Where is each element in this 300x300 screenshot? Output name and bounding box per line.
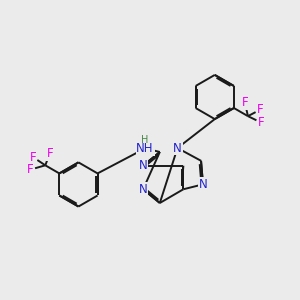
Text: F: F	[27, 163, 33, 176]
Text: F: F	[242, 96, 248, 110]
Text: N: N	[139, 159, 148, 172]
Text: F: F	[30, 151, 36, 164]
Text: NH: NH	[136, 142, 154, 155]
Text: F: F	[258, 116, 265, 129]
Text: N: N	[139, 183, 148, 196]
Text: F: F	[257, 103, 264, 116]
Text: N: N	[199, 178, 207, 191]
Text: H: H	[141, 135, 149, 145]
Text: F: F	[46, 147, 53, 160]
Text: N: N	[173, 142, 182, 154]
